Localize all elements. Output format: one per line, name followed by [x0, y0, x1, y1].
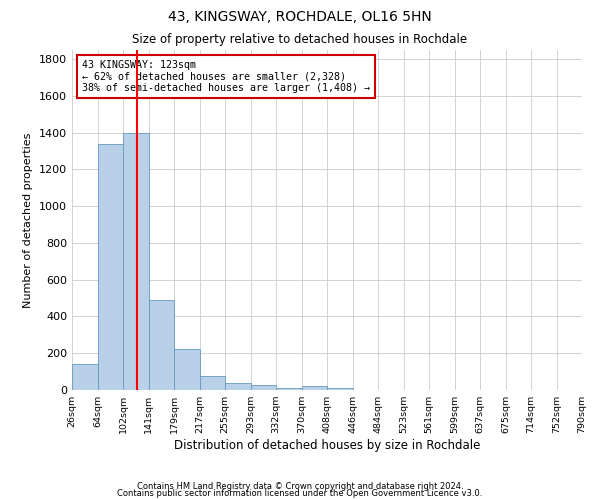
Bar	[174, 348, 199, 390]
Bar	[149, 300, 174, 390]
Bar	[302, 386, 327, 390]
Y-axis label: Number of detached properties: Number of detached properties	[23, 132, 34, 308]
Bar	[225, 382, 251, 390]
X-axis label: Distribution of detached houses by size in Rochdale: Distribution of detached houses by size …	[174, 439, 480, 452]
Bar	[276, 388, 302, 390]
Text: Contains public sector information licensed under the Open Government Licence v3: Contains public sector information licen…	[118, 489, 482, 498]
Text: 43, KINGSWAY, ROCHDALE, OL16 5HN: 43, KINGSWAY, ROCHDALE, OL16 5HN	[168, 10, 432, 24]
Bar	[97, 144, 123, 390]
Bar	[199, 376, 225, 390]
Text: Contains HM Land Registry data © Crown copyright and database right 2024.: Contains HM Land Registry data © Crown c…	[137, 482, 463, 491]
Bar	[72, 364, 97, 390]
Text: 43 KINGSWAY: 123sqm
← 62% of detached houses are smaller (2,328)
38% of semi-det: 43 KINGSWAY: 123sqm ← 62% of detached ho…	[82, 60, 370, 94]
Bar	[251, 386, 276, 390]
Bar	[327, 388, 353, 390]
Text: Size of property relative to detached houses in Rochdale: Size of property relative to detached ho…	[133, 32, 467, 46]
Bar	[123, 132, 149, 390]
